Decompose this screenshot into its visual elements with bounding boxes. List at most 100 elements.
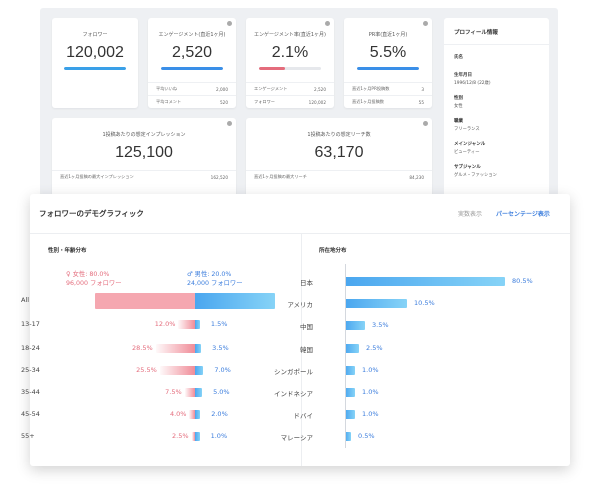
impressions-card-title: 1投稿あたりの想定インプレッション <box>102 132 186 138</box>
region-pct-label: 1.0% <box>362 388 379 396</box>
reach-card-value: 63,170 <box>314 144 364 161</box>
age-label: 55+ <box>21 432 35 440</box>
female-pct-label: 4.0% <box>169 410 187 418</box>
followers-card-title: フォロワー <box>82 32 108 38</box>
profile-field: メインジャンル ビューティー <box>454 142 486 155</box>
region-label: 日本 <box>300 279 313 287</box>
female-pct-label: 28.5% <box>132 344 153 352</box>
region-label: 中国 <box>300 323 313 331</box>
age-label: 25-34 <box>21 366 40 374</box>
reach-card-title: 1投稿あたりの想定リーチ数 <box>307 132 371 138</box>
male-pct-label: 7.0% <box>214 366 231 374</box>
profile-field: サブジャンル グルメ・ファッション <box>454 165 497 178</box>
impressions-card-value: 125,100 <box>115 144 173 161</box>
pr-rate-row: 直近1ヶ月投稿数 55 <box>344 95 432 108</box>
legend-male-pct: ♂ 男性: 20.0% <box>187 271 232 278</box>
info-icon[interactable] <box>227 21 232 26</box>
female-bar <box>159 366 195 375</box>
profile-field: 性別 女性 <box>454 96 463 109</box>
toggle-actual-button[interactable]: 実数表示 <box>458 211 483 218</box>
reach-row: 直近1ヶ月投稿の最大リーチ 84,230 <box>246 170 432 183</box>
profile-field: 職業 フリーランス <box>454 119 480 132</box>
followers-progress-bar <box>64 67 126 70</box>
male-bar <box>195 320 200 329</box>
legend-female-count: 96,000 フォロワー <box>66 280 122 287</box>
engagement-rate-row: フォロワー 120,002 <box>246 95 334 108</box>
profile-field: 氏名 <box>454 55 463 60</box>
male-pct-label: 3.5% <box>212 344 229 352</box>
profile-card: プロフィール情報 氏名 生年月日 1996/12/8 (22歳) 性別 女性 職業フ… <box>444 18 549 203</box>
engagement-rate-card-title: エンゲージメント率(直近1ヶ月) <box>254 32 326 38</box>
female-bar <box>95 293 195 309</box>
info-icon[interactable] <box>325 21 330 26</box>
region-pct-label: 1.0% <box>362 366 379 374</box>
engagement-rate-card: エンゲージメント率(直近1ヶ月) 2.1% エンゲージメント 2,520 フォロワ… <box>246 18 334 108</box>
region-bar <box>345 299 407 308</box>
info-icon[interactable] <box>423 21 428 26</box>
gender-age-title: 性別・年齢分布 <box>48 248 87 254</box>
demographics-header: フォロワーのデモグラフィック 実数表示 パーセンテージ表示 <box>30 194 570 234</box>
female-bar <box>189 410 195 419</box>
reach-card: 1投稿あたりの想定リーチ数 63,170 直近1ヶ月投稿の最大リーチ 84,230 <box>246 118 432 203</box>
male-bar <box>195 388 203 397</box>
pr-rate-progress-bar <box>357 67 419 70</box>
female-pct-label: 25.5% <box>136 366 157 374</box>
age-label: 18-24 <box>21 344 40 352</box>
age-label: 13-17 <box>21 320 40 328</box>
region-bar <box>345 277 505 286</box>
region-label: ドバイ <box>293 412 314 420</box>
demographics-panel: フォロワーのデモグラフィック 実数表示 パーセンテージ表示 <box>30 194 570 466</box>
impressions-row: 直近1ヶ月投稿の最大インプレッション 162,520 <box>52 170 236 183</box>
region-label: アメリカ <box>287 301 313 309</box>
female-pct-label: 7.5% <box>165 388 182 396</box>
male-bar <box>195 410 201 419</box>
male-pct-label: 2.0% <box>211 410 228 418</box>
legend-male-count: 24,000 フォロワー <box>187 280 243 287</box>
legend-female: ♀ 女性: 80.0% 96,000 フォロワー <box>66 270 122 288</box>
region-title: 所在地分布 <box>319 248 347 254</box>
engagement-progress-bar <box>161 67 223 70</box>
male-bar <box>195 344 202 353</box>
engagement-row: 平均いいね 2,000 <box>148 82 236 95</box>
profile-field: 生年月日 1996/12/8 (22歳) <box>454 73 491 86</box>
region-bar <box>345 366 355 375</box>
female-bar <box>155 344 195 353</box>
pr-rate-card-title: PR率(直近1ヶ月) <box>368 32 408 38</box>
female-bar <box>191 432 195 441</box>
region-axis-line <box>345 264 346 448</box>
engagement-row: 平均コメント 520 <box>148 95 236 108</box>
region-bar <box>345 432 351 441</box>
region-pct-label: 1.0% <box>362 410 379 418</box>
region-bar <box>345 410 355 419</box>
engagement-card-title: エンゲージメント(直近1ヶ月) <box>158 32 226 38</box>
male-bar <box>195 293 275 309</box>
followers-card: フォロワー 120,002 <box>52 18 138 108</box>
female-bar <box>178 320 195 329</box>
region-pct-label: 2.5% <box>366 344 383 352</box>
toggle-percent-button[interactable]: パーセンテージ表示 <box>496 211 550 218</box>
region-pct-label: 80.5% <box>512 277 533 285</box>
region-pct-label: 3.5% <box>372 321 389 329</box>
region-pct-label: 10.5% <box>414 299 435 307</box>
region-bar <box>345 321 365 330</box>
panel-divider <box>301 234 302 466</box>
male-pct-label: 1.5% <box>210 320 228 328</box>
engagement-rate-row: エンゲージメント 2,520 <box>246 82 334 95</box>
region-label: 韓国 <box>300 346 313 354</box>
profile-title: プロフィール情報 <box>454 30 498 36</box>
male-bar <box>195 432 200 441</box>
female-bar <box>184 388 195 397</box>
region-bar <box>345 344 359 353</box>
male-pct-label: 1.0% <box>210 432 228 440</box>
pr-rate-card-value: 5.5% <box>369 44 407 61</box>
info-icon[interactable] <box>423 121 428 126</box>
engagement-card: エンゲージメント(直近1ヶ月) 2,520 平均いいね 2,000 平均コメント 5… <box>148 18 236 108</box>
demographics-title: フォロワーのデモグラフィック <box>39 209 144 218</box>
age-label: 45-54 <box>21 410 40 418</box>
info-icon[interactable] <box>227 121 232 126</box>
region-bar <box>345 388 355 397</box>
followers-card-value: 120,002 <box>66 44 124 61</box>
female-pct-label: 2.5% <box>172 432 189 440</box>
male-bar <box>195 366 204 375</box>
region-label: シンガポール <box>274 368 313 376</box>
